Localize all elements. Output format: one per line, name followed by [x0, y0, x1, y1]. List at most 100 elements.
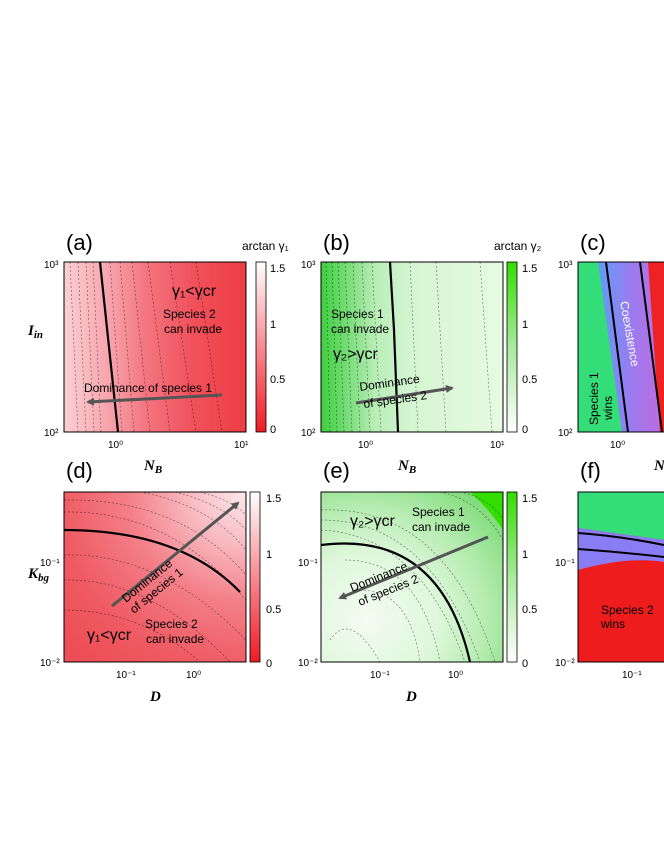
panel-e-colorbar-ticks: 1.5 1 0.5 0 — [522, 493, 537, 670]
panel-f-ytick-bottom: 10⁻² — [555, 658, 575, 669]
panel-d-colorbar-ticks: 1.5 1 0.5 0 — [266, 493, 281, 670]
panel-f-frame — [577, 491, 664, 663]
panel-b-colorbar-title: arctan γ₂ — [494, 239, 542, 253]
panel-d-arrow — [111, 501, 240, 608]
panel-f-region-species1 — [578, 492, 664, 540]
svg-text:0.5: 0.5 — [266, 604, 281, 616]
panel-a-colorbar-ticks: 1.5 1 0.5 0 — [270, 263, 285, 436]
panel-a-xtick-1: 10⁰ — [108, 440, 123, 451]
panel-e-annotation-species1: Species 1 — [412, 505, 465, 519]
panel-c-annotation-species1: Species 1 — [587, 372, 601, 425]
panel-e-annotation-invade: can invade — [412, 520, 470, 534]
panel-d-critical-contour — [64, 528, 241, 593]
panel-a-contours — [69, 262, 223, 432]
panel-a-frame — [63, 261, 247, 433]
svg-text:1.5: 1.5 — [522, 493, 537, 505]
svg-text:0: 0 — [522, 658, 528, 670]
panel-d: (d) Dominance of species 1 γ₁<γcr Specie… — [27, 458, 281, 705]
panel-b-colorbar-ticks: 1.5 1 0.5 0 — [522, 263, 537, 436]
panel-d-label: (d) — [66, 458, 93, 483]
panel-d-xtick-2: 10⁰ — [186, 670, 201, 681]
svg-text:0: 0 — [522, 424, 528, 436]
panel-d-xlabel: D — [149, 689, 161, 705]
panel-c-frame — [577, 261, 664, 433]
panel-f-annotation-species2: Species 2 — [601, 603, 654, 617]
panel-a-xlabel: NB — [143, 458, 162, 476]
panel-c: (c) Coexistence Species 1 wins 10³ 10² 1… — [558, 230, 664, 474]
panel-e: (e) γ₂>γcr Species 1 can invade Dominanc… — [298, 458, 537, 705]
panel-c-boundary-left — [605, 262, 629, 432]
svg-text:0: 0 — [270, 424, 276, 436]
panel-b: (b) arctan γ₂ Species 1 can invade γ₂>γc… — [301, 230, 542, 476]
panel-b-label: (b) — [323, 230, 350, 255]
panel-b-xlabel: NB — [397, 458, 416, 476]
panel-b-gamma-condition: γ₂>γcr — [333, 346, 379, 363]
panel-a-label: (a) — [66, 230, 93, 255]
panel-e-gamma-condition: γ₂>γcr — [350, 513, 396, 530]
panel-a-colorbar-title: arctan γ₁ — [242, 239, 289, 253]
svg-text:1.5: 1.5 — [522, 263, 537, 275]
panel-c-region-species2 — [648, 262, 664, 432]
panel-e-heatmap — [321, 492, 503, 662]
svg-text:0.5: 0.5 — [522, 374, 537, 386]
panel-f-annotation-wins: wins — [600, 617, 625, 631]
panel-a-ytick-bottom: 10² — [44, 428, 59, 439]
panel-b-frame — [320, 261, 504, 433]
panel-a-arrow — [86, 393, 223, 406]
panel-c-ytick-bottom: 10² — [558, 428, 573, 439]
panel-d-xtick-1: 10⁻¹ — [116, 670, 136, 681]
panel-e-ytick-top: 10⁻¹ — [298, 558, 318, 569]
svg-text:1: 1 — [522, 549, 528, 561]
panel-c-boundary-right — [639, 262, 663, 432]
panel-c-region-coexistence — [598, 262, 664, 432]
panel-b-contours — [325, 262, 493, 432]
panel-c-ytick-top: 10³ — [558, 260, 573, 271]
panel-e-colorbar — [506, 491, 518, 663]
panel-e-frame — [320, 491, 504, 663]
panel-d-ytick-top: 10⁻¹ — [40, 558, 60, 569]
panel-a-colorbar — [255, 261, 267, 433]
svg-text:1: 1 — [522, 319, 528, 331]
panel-b-annotation-species1: Species 1 — [331, 307, 384, 321]
panel-a-heatmap — [64, 262, 246, 432]
panel-b-xtick-1: 10⁰ — [358, 440, 373, 451]
svg-text:1.5: 1.5 — [266, 493, 281, 505]
panel-f-boundary-upper — [578, 532, 664, 546]
svg-text:0.5: 0.5 — [522, 604, 537, 616]
panel-b-arrow — [355, 384, 454, 405]
panel-d-annotation-species2: Species 2 — [145, 617, 198, 631]
panel-b-ytick-top: 10³ — [301, 260, 316, 271]
panel-b-ytick-bottom: 10² — [301, 428, 316, 439]
svg-text:1.5: 1.5 — [270, 263, 285, 275]
panel-d-frame — [63, 491, 247, 663]
panel-f-ytick-top: 10⁻¹ — [555, 558, 575, 569]
panel-b-annotation-invade: can invade — [331, 322, 389, 336]
panel-f: (f) Species 2 wins 10⁻¹ 10⁻² 10⁻¹ — [555, 458, 664, 681]
panel-e-ytick-bottom: 10⁻² — [298, 658, 318, 669]
panel-b-colorbar — [506, 261, 518, 433]
panel-a-ytick-top: 10³ — [44, 260, 59, 271]
svg-text:1: 1 — [270, 319, 276, 331]
panel-e-xtick-2: 10⁰ — [448, 670, 463, 681]
panel-a-gamma-condition: γ₁<γcr — [172, 283, 217, 300]
panel-a-annotation-species2: Species 2 — [163, 307, 216, 321]
panel-d-colorbar — [249, 491, 261, 663]
panel-a-annotation-dominance: Dominance of species 1 — [84, 381, 212, 395]
panel-f-label: (f) — [580, 458, 601, 483]
panel-c-label: (c) — [580, 230, 606, 255]
panel-c-xtick-1: 10⁰ — [610, 440, 625, 451]
panel-a-critical-contour — [98, 262, 120, 432]
panel-b-heatmap — [321, 262, 503, 432]
panel-f-xtick-1: 10⁻¹ — [622, 670, 642, 681]
svg-text:0: 0 — [266, 658, 272, 670]
svg-text:1: 1 — [266, 549, 272, 561]
panel-c-xlabel: N — [653, 458, 664, 474]
panel-a-annotation-invade: can invade — [164, 322, 222, 336]
panel-c-annotation-wins: wins — [601, 396, 615, 421]
panel-e-arrow — [338, 535, 489, 600]
panel-e-top-right-region — [470, 492, 503, 530]
panel-b-xtick-2: 10¹ — [490, 440, 505, 451]
panel-e-xtick-1: 10⁻¹ — [370, 670, 390, 681]
svg-text:0.5: 0.5 — [270, 374, 285, 386]
